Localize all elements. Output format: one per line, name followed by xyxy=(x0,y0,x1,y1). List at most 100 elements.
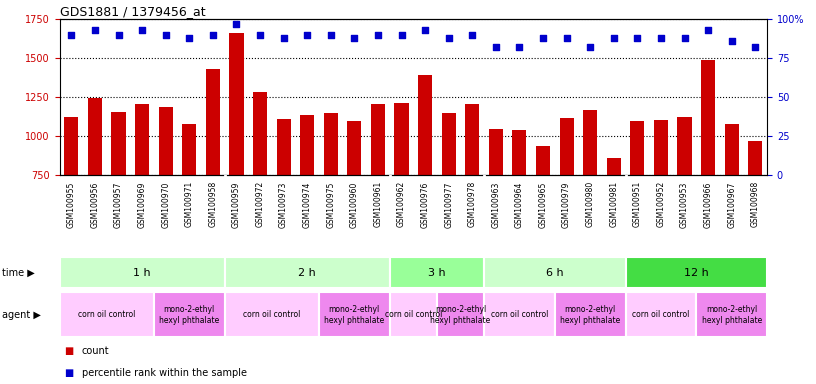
Point xyxy=(490,44,503,50)
Text: 1 h: 1 h xyxy=(133,268,151,278)
Text: agent ▶: agent ▶ xyxy=(2,310,42,320)
Point xyxy=(348,35,361,41)
Text: count: count xyxy=(82,346,109,356)
Bar xyxy=(465,104,479,175)
Text: GSM100956: GSM100956 xyxy=(91,181,100,228)
Bar xyxy=(654,120,668,175)
Bar xyxy=(630,121,645,175)
Point xyxy=(583,44,596,50)
Point xyxy=(183,35,196,41)
Bar xyxy=(88,98,102,175)
Point xyxy=(395,32,408,38)
Bar xyxy=(418,75,432,175)
Text: ■: ■ xyxy=(64,368,73,378)
Point xyxy=(112,32,125,38)
Bar xyxy=(536,146,550,175)
Bar xyxy=(64,117,78,175)
Bar xyxy=(555,293,626,337)
Point xyxy=(135,27,149,33)
Point xyxy=(631,35,644,41)
Point xyxy=(419,27,432,33)
Text: GSM100966: GSM100966 xyxy=(703,181,712,228)
Point xyxy=(678,35,691,41)
Bar xyxy=(696,293,767,337)
Bar xyxy=(370,104,385,175)
Point xyxy=(64,32,78,38)
Point xyxy=(654,35,667,41)
Text: GDS1881 / 1379456_at: GDS1881 / 1379456_at xyxy=(60,5,205,18)
Bar xyxy=(701,60,715,175)
Bar xyxy=(229,33,243,175)
Bar xyxy=(158,107,173,175)
Bar xyxy=(206,69,220,175)
Text: corn oil control: corn oil control xyxy=(78,310,135,319)
Point xyxy=(254,32,267,38)
Bar xyxy=(348,121,361,175)
Text: GSM100965: GSM100965 xyxy=(539,181,548,228)
Bar xyxy=(437,293,484,337)
Text: mono-2-ethyl
hexyl phthalate: mono-2-ethyl hexyl phthalate xyxy=(430,305,490,324)
Point xyxy=(159,32,172,38)
Text: corn oil control: corn oil control xyxy=(632,310,690,319)
Bar xyxy=(253,91,267,175)
Text: ■: ■ xyxy=(64,346,73,356)
Bar xyxy=(319,293,390,337)
Point xyxy=(749,44,762,50)
Text: GSM100969: GSM100969 xyxy=(138,181,147,228)
Bar xyxy=(112,112,126,175)
Bar xyxy=(60,293,154,337)
Bar xyxy=(224,293,319,337)
Text: GSM100971: GSM100971 xyxy=(184,181,193,227)
Bar xyxy=(135,104,149,175)
Text: corn oil control: corn oil control xyxy=(243,310,300,319)
Bar xyxy=(390,257,484,288)
Point xyxy=(206,32,220,38)
Text: GSM100979: GSM100979 xyxy=(562,181,571,228)
Bar xyxy=(154,293,224,337)
Bar xyxy=(182,124,197,175)
Text: GSM100962: GSM100962 xyxy=(397,181,406,227)
Text: GSM100961: GSM100961 xyxy=(374,181,383,227)
Text: GSM100960: GSM100960 xyxy=(350,181,359,228)
Point xyxy=(466,32,479,38)
Point xyxy=(230,21,243,27)
Point xyxy=(277,35,290,41)
Point xyxy=(324,32,337,38)
Text: 12 h: 12 h xyxy=(684,268,708,278)
Text: GSM100964: GSM100964 xyxy=(515,181,524,228)
Point xyxy=(513,44,526,50)
Point xyxy=(536,35,549,41)
Text: GSM100976: GSM100976 xyxy=(420,181,429,228)
Text: percentile rank within the sample: percentile rank within the sample xyxy=(82,368,246,378)
Point xyxy=(88,27,101,33)
Bar xyxy=(390,293,437,337)
Bar xyxy=(394,103,409,175)
Text: GSM100959: GSM100959 xyxy=(232,181,241,228)
Bar xyxy=(277,119,290,175)
Text: 2 h: 2 h xyxy=(299,268,316,278)
Point xyxy=(300,32,313,38)
Text: mono-2-ethyl
hexyl phthalate: mono-2-ethyl hexyl phthalate xyxy=(324,305,384,324)
Text: time ▶: time ▶ xyxy=(2,268,35,278)
Bar xyxy=(484,293,555,337)
Text: GSM100963: GSM100963 xyxy=(491,181,500,228)
Bar xyxy=(677,117,692,175)
Point xyxy=(702,27,715,33)
Bar xyxy=(725,124,738,175)
Text: corn oil control: corn oil control xyxy=(490,310,548,319)
Bar xyxy=(606,158,621,175)
Bar xyxy=(484,257,626,288)
Bar xyxy=(626,293,696,337)
Bar xyxy=(300,115,314,175)
Text: mono-2-ethyl
hexyl phthalate: mono-2-ethyl hexyl phthalate xyxy=(159,305,220,324)
Text: GSM100968: GSM100968 xyxy=(751,181,760,227)
Point xyxy=(371,32,384,38)
Point xyxy=(607,35,620,41)
Text: 3 h: 3 h xyxy=(428,268,446,278)
Text: GSM100952: GSM100952 xyxy=(656,181,665,227)
Text: GSM100953: GSM100953 xyxy=(680,181,689,228)
Text: GSM100967: GSM100967 xyxy=(727,181,736,228)
Bar xyxy=(560,118,574,175)
Text: GSM100951: GSM100951 xyxy=(633,181,642,227)
Text: mono-2-ethyl
hexyl phthalate: mono-2-ethyl hexyl phthalate xyxy=(702,305,762,324)
